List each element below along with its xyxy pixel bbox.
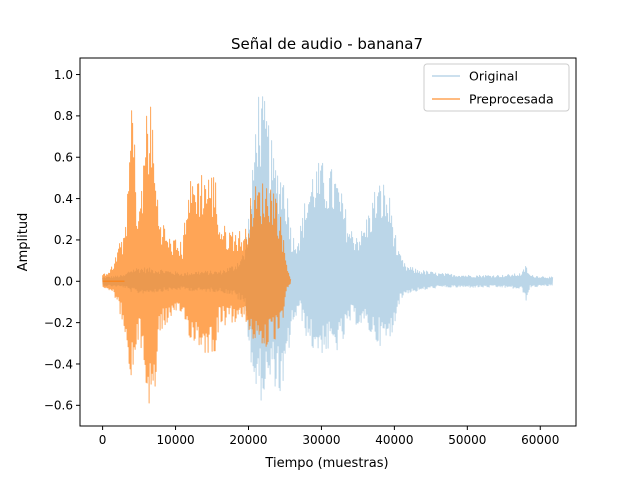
y-tick-label: −0.2 bbox=[44, 316, 73, 330]
x-tick-label: 20000 bbox=[229, 433, 267, 447]
x-axis-ticks: 0 10000 20000 30000 40000 50000 60000 bbox=[99, 426, 559, 447]
x-tick-label: 60000 bbox=[521, 433, 559, 447]
y-tick-label: 0.6 bbox=[54, 151, 73, 165]
legend-label-preprocesada: Preprocesada bbox=[469, 92, 554, 107]
y-tick-label: 0.2 bbox=[54, 233, 73, 247]
chart-title: Señal de audio - banana7 bbox=[231, 35, 423, 53]
x-axis-label: Tiempo (muestras) bbox=[264, 456, 388, 471]
y-tick-label: 1.0 bbox=[54, 68, 73, 82]
x-tick-label: 10000 bbox=[156, 433, 194, 447]
series-layer bbox=[102, 96, 554, 404]
y-tick-label: 0.4 bbox=[54, 192, 73, 206]
y-tick-label: −0.6 bbox=[44, 399, 73, 413]
legend-box bbox=[423, 63, 570, 112]
y-tick-label: 0.0 bbox=[54, 275, 73, 289]
y-axis-ticks: −0.6 −0.4 −0.2 0.0 0.2 0.4 0.6 0.8 1.0 bbox=[44, 68, 80, 413]
y-axis-label: Amplitud bbox=[16, 213, 31, 272]
x-tick-label: 0 bbox=[99, 433, 107, 447]
x-tick-label: 30000 bbox=[302, 433, 340, 447]
legend-label-original: Original bbox=[469, 69, 518, 84]
legend: Original Preprocesada bbox=[423, 63, 570, 112]
y-tick-label: 0.8 bbox=[54, 109, 73, 123]
x-tick-label: 40000 bbox=[375, 433, 413, 447]
y-tick-label: −0.4 bbox=[44, 357, 73, 371]
x-tick-label: 50000 bbox=[448, 433, 486, 447]
series-line-preprocesada bbox=[102, 106, 292, 404]
axes-frame bbox=[79, 57, 577, 427]
